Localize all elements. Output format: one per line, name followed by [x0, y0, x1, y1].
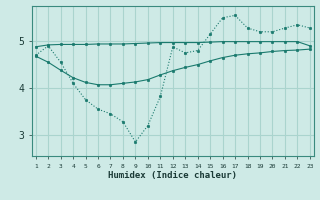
X-axis label: Humidex (Indice chaleur): Humidex (Indice chaleur): [108, 171, 237, 180]
